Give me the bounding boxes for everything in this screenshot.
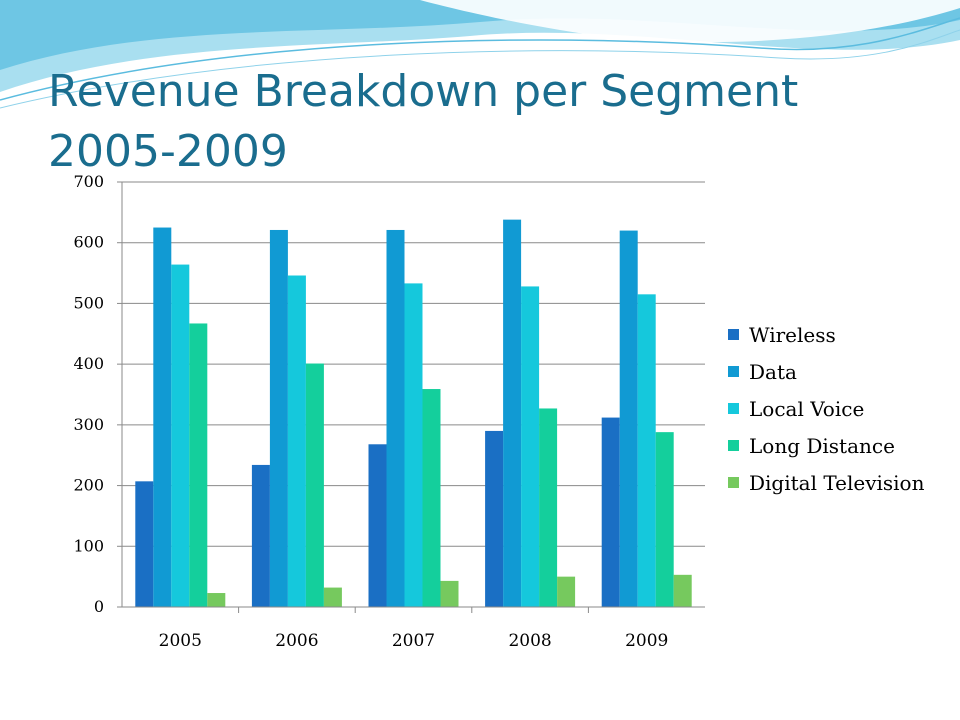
bar-data-2007 xyxy=(386,229,405,607)
bar-long-distance-2009 xyxy=(655,432,674,607)
bar-wireless-2008 xyxy=(485,430,504,607)
bar-long-distance-2008 xyxy=(539,408,558,607)
y-tick-label: 0 xyxy=(94,597,104,616)
bar-data-2006 xyxy=(269,229,288,607)
bar-data-2009 xyxy=(619,230,638,608)
y-tick-label: 300 xyxy=(73,415,104,434)
bar-data-2005 xyxy=(153,227,172,608)
legend-swatch xyxy=(728,403,739,414)
bar-wireless-2005 xyxy=(135,481,154,607)
bar-data-2008 xyxy=(503,219,522,607)
x-axis: 2005 2006 2007 2008 2009 xyxy=(122,606,705,651)
y-tick-label: 100 xyxy=(73,536,104,555)
legend-swatch xyxy=(728,440,739,451)
bar-wireless-2006 xyxy=(251,464,270,607)
bar-digital-television-2009 xyxy=(673,574,692,607)
y-tick-label: 500 xyxy=(73,293,104,312)
x-tick-label: 2008 xyxy=(508,631,551,651)
legend-entry: Data xyxy=(749,360,797,384)
bars xyxy=(135,219,692,608)
bar-wireless-2009 xyxy=(601,417,620,607)
x-tick-label: 2005 xyxy=(159,631,202,651)
y-tick-label: 400 xyxy=(73,354,104,373)
x-tick-label: 2009 xyxy=(625,631,668,651)
bar-local-voice-2008 xyxy=(521,286,540,607)
bar-local-voice-2005 xyxy=(171,264,190,607)
legend-entry: Wireless xyxy=(749,323,836,347)
bar-digital-television-2007 xyxy=(440,580,459,607)
slide-title: Revenue Breakdown per Segment 2005-2009 xyxy=(48,66,799,177)
y-tick-label: 700 xyxy=(73,172,104,191)
bar-long-distance-2006 xyxy=(305,363,324,607)
legend: Wireless Data Local Voice Long Distance Digi… xyxy=(728,323,925,495)
bar-local-voice-2007 xyxy=(404,283,423,607)
legend-swatch xyxy=(728,477,739,488)
x-tick-label: 2007 xyxy=(392,631,435,651)
legend-swatch xyxy=(728,366,739,377)
x-tick-label: 2006 xyxy=(275,631,318,651)
legend-swatch xyxy=(728,329,739,340)
y-tick-label: 200 xyxy=(73,476,104,495)
bar-digital-television-2005 xyxy=(207,593,226,607)
y-axis: 0 100 200 300 400 500 600 700 xyxy=(73,172,123,616)
legend-entry: Digital Television xyxy=(749,471,925,495)
bar-digital-television-2008 xyxy=(557,576,576,607)
bar-local-voice-2009 xyxy=(637,294,656,607)
bar-local-voice-2006 xyxy=(287,275,306,607)
bar-wireless-2007 xyxy=(368,444,387,607)
bar-long-distance-2007 xyxy=(422,389,441,607)
y-tick-label: 600 xyxy=(73,233,104,252)
legend-entry: Long Distance xyxy=(749,434,895,458)
bar-long-distance-2005 xyxy=(189,323,208,607)
bar-digital-television-2006 xyxy=(323,587,342,607)
legend-entry: Local Voice xyxy=(749,397,864,421)
